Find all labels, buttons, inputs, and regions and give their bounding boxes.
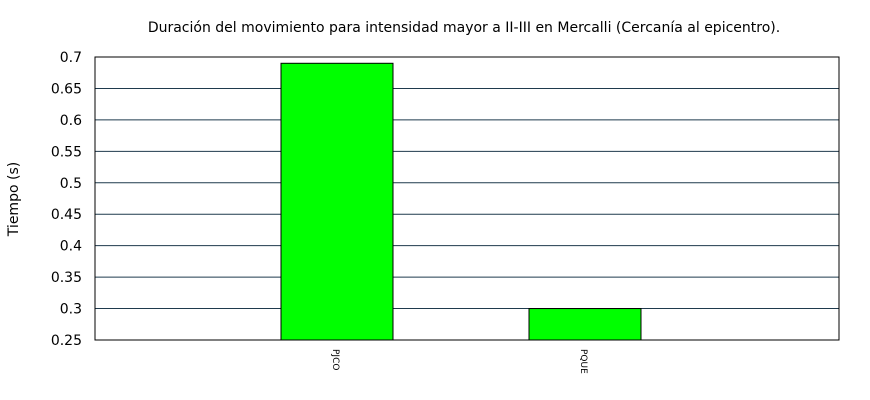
chart-title: Duración del movimiento para intensidad …: [148, 20, 780, 36]
y-tick-label: 0.65: [51, 81, 82, 97]
gridlines: [95, 87, 839, 310]
y-tick-label: 0.5: [60, 176, 82, 192]
x-tick-label: PJCO: [330, 349, 340, 370]
x-ticks: PJCO PQUE: [330, 349, 588, 374]
bar-pjco: [280, 62, 394, 341]
bar-pque: [528, 308, 642, 341]
y-axis-label: Tiempo (s): [6, 162, 22, 237]
y-tick-label: 0.7: [60, 50, 82, 66]
y-tick-label: 0.35: [51, 270, 82, 286]
y-tick-label: 0.25: [51, 333, 82, 349]
y-tick-label: 0.45: [51, 207, 82, 223]
y-tick-label: 0.3: [60, 302, 82, 318]
y-tick-label: 0.6: [60, 113, 82, 129]
y-ticks: 0.25 0.3 0.35 0.4 0.45 0.5 0.55 0.6 0.65 0.7: [51, 50, 82, 349]
y-tick-label: 0.4: [60, 239, 82, 255]
bars: [280, 62, 642, 341]
y-tick-label: 0.55: [51, 144, 82, 160]
x-tick-label: PQUE: [578, 349, 588, 374]
plot-frame: [94, 56, 840, 341]
